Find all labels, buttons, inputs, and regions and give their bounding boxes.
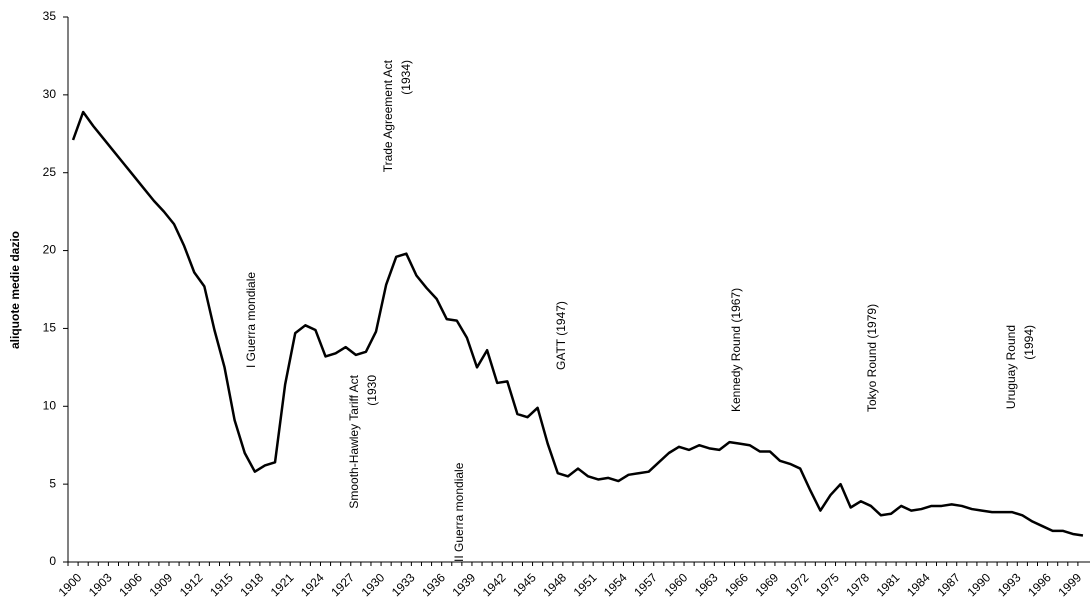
line [71, 110, 1084, 537]
x-tick-label: 1966 [722, 570, 751, 599]
x-tick-label: 1918 [237, 570, 266, 599]
y-tick-label: 35 [43, 9, 57, 23]
x-tick-label: 1984 [904, 570, 933, 599]
x-tick-label: 1987 [934, 570, 963, 599]
y-tick-label: 25 [43, 165, 57, 179]
annotation: (1994) [1022, 325, 1036, 360]
y-tick-label: 20 [43, 243, 57, 257]
annotation: Trade Agreement Act [381, 59, 395, 172]
annotation: Uruguay Round [1004, 325, 1018, 409]
x-tick-label: 1990 [965, 570, 994, 599]
x-tick-label: 1909 [147, 570, 176, 599]
x-tick-label: 1969 [752, 570, 781, 599]
x-tick-label: 1960 [662, 570, 691, 599]
annotation: Tokyo Round (1979) [865, 304, 879, 412]
x-tick-label: 1939 [449, 570, 478, 599]
x-tick-label: 1975 [813, 570, 842, 599]
x-tick-label: 1996 [1025, 570, 1054, 599]
y-tick-label: 10 [43, 398, 57, 412]
y-tick-label: 5 [49, 476, 56, 490]
x-tick-label: 1948 [540, 570, 569, 599]
x-tick-label: 1954 [601, 570, 630, 599]
y-axis-label: aliquote medie dazio [8, 231, 22, 349]
annotation: (1934) [399, 60, 413, 95]
x-tick-label: 1906 [116, 570, 145, 599]
annotation: GATT (1947) [554, 301, 568, 370]
annotation: Smooth-Hawley Tariff Act [347, 374, 361, 508]
x-tick-label: 1993 [995, 570, 1024, 599]
x-tick-label: 1921 [268, 570, 297, 599]
x-tick-label: 1963 [692, 570, 721, 599]
x-tick-label: 1999 [1055, 570, 1084, 599]
x-tick-label: 1978 [843, 570, 872, 599]
x-tick-label: 1924 [298, 570, 327, 599]
y-tick-label: 0 [49, 554, 56, 568]
x-tick-label: 1930 [359, 570, 388, 599]
x-tick-label: 1915 [207, 570, 236, 599]
x-tick-label: 1945 [510, 570, 539, 599]
x-tick-label: 1942 [480, 570, 509, 599]
x-tick-label: 1900 [56, 570, 85, 599]
y-tick-label: 30 [43, 87, 57, 101]
x-tick-label: 1927 [328, 570, 357, 599]
x-tick-label: 1912 [177, 570, 206, 599]
annotation: I Guerra mondiale [244, 272, 258, 368]
annotation: Kennedy Round (1967) [729, 288, 743, 412]
annotation: (1930 [365, 375, 379, 406]
y-tick-label: 15 [43, 321, 57, 335]
x-tick-label: 1903 [86, 570, 115, 599]
x-tick-label: 1957 [631, 570, 660, 599]
x-tick-label: 1933 [389, 570, 418, 599]
x-tick-label: 1972 [783, 570, 812, 599]
x-tick-label: 1936 [419, 570, 448, 599]
x-tick-label: 1951 [571, 570, 600, 599]
x-tick-label: 1981 [874, 570, 903, 599]
annotation: II Guerra mondiale [452, 462, 466, 562]
